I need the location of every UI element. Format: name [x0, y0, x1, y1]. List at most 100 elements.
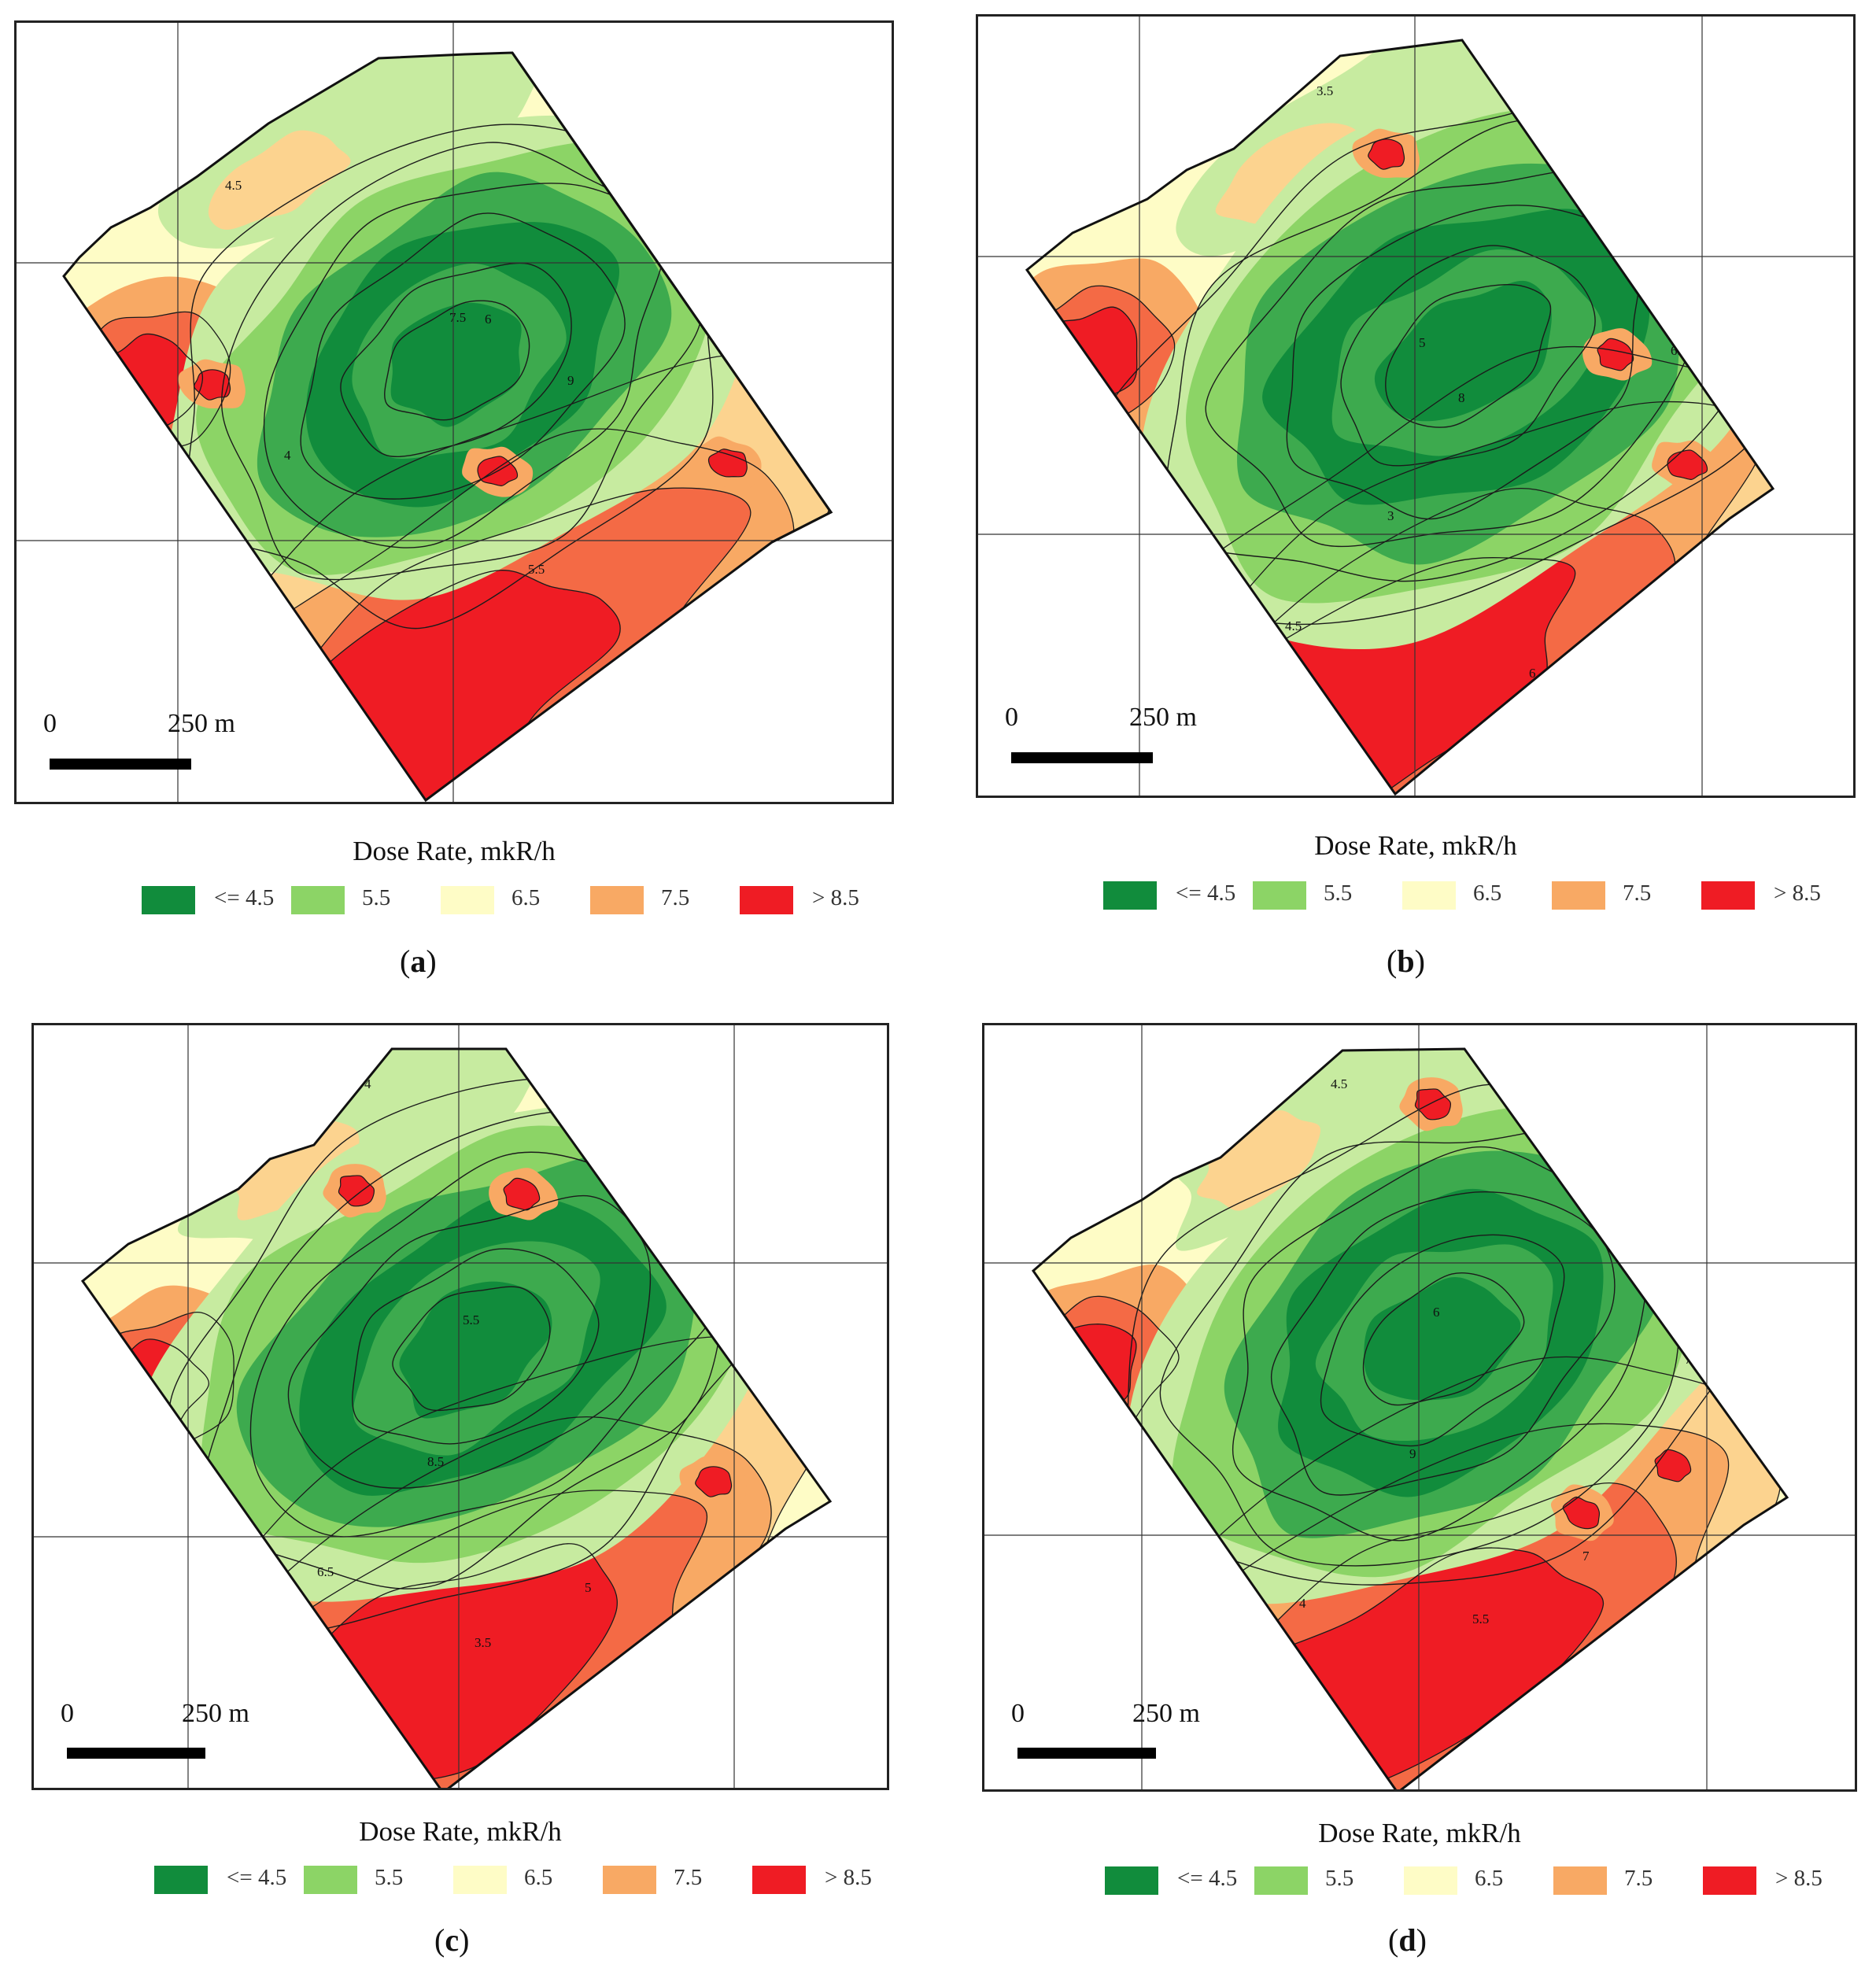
legend-label: 6.5: [524, 1865, 553, 1890]
contour-line: [1654, 1449, 1692, 1482]
contour-line: [503, 1177, 541, 1211]
legend-swatch: [304, 1866, 357, 1894]
legend-swatch: [291, 886, 345, 914]
contour-value-label: 5.5: [463, 1313, 479, 1327]
legend-swatch: [1703, 1866, 1756, 1895]
map-frame-c: 4 5.5 7 8.5 3.5 5 6.5 0 250 m: [31, 1023, 889, 1790]
contour-value-label: 6: [485, 312, 492, 327]
contour-value-label: 5: [585, 1580, 592, 1595]
green-zone-ring: [1374, 280, 1552, 422]
legend-swatch: [1402, 881, 1456, 910]
contour-value-label: 6: [1433, 1305, 1440, 1320]
contour-line: [338, 1175, 375, 1207]
legend-swatch: [752, 1866, 806, 1894]
contour-line: [1232, 1146, 1649, 1541]
green-zone-ring: [1364, 1276, 1521, 1401]
hot-spot-core: [1667, 449, 1708, 480]
scale-distance-b: 250 m: [1129, 703, 1197, 732]
contour-line: [340, 262, 572, 458]
legend-label: 7.5: [1623, 881, 1652, 906]
scale-bar-a: [50, 759, 191, 770]
contour-line: [1033, 1324, 1137, 1437]
contour-line: [194, 369, 231, 401]
green-zone-ring: [390, 302, 522, 427]
contour-value-label: 7: [742, 1344, 749, 1359]
legend-label: > 8.5: [1775, 1866, 1822, 1891]
legend-swatch: [453, 1866, 507, 1894]
scale-distance-d: 250 m: [1132, 1699, 1200, 1728]
contour-value-label: 4.5: [225, 178, 242, 193]
contour-value-label: 3.5: [475, 1635, 491, 1650]
contour-line: [1033, 1295, 1180, 1452]
contour-line: [1414, 1088, 1452, 1121]
legend-swatch: [1701, 881, 1755, 910]
contour-value-label: 4: [1299, 1596, 1306, 1611]
legend-label: <= 4.5: [1177, 1866, 1238, 1891]
legend-b: <= 4.5 5.5 6.5 7.5 > 8.5: [1103, 881, 1821, 913]
contour-line: [300, 212, 626, 500]
contour-line: [352, 1248, 600, 1445]
contour-line: [1368, 138, 1405, 170]
legend-label: <= 4.5: [214, 885, 275, 910]
scale-zero-c: 0: [61, 1699, 74, 1728]
dose-rate-map-c: 4 5.5 7 8.5 3.5 5 6.5: [34, 1025, 887, 1788]
contour-line: [477, 456, 519, 486]
contour-value-label: 4: [284, 448, 291, 463]
hot-spot-core: [708, 449, 748, 477]
panel-label-c: (c): [434, 1922, 470, 1958]
legend-label: 6.5: [1473, 881, 1502, 906]
north-light-orange: [208, 130, 351, 230]
scale-distance-a: 250 m: [168, 709, 235, 738]
contour-value-label: 8: [1458, 390, 1465, 405]
map-frame-a: 3 4.5 6 7.5 9 4 5.5 0 250 m: [14, 20, 894, 804]
map-frame-d: 4.5 6 7.5 9 4 5.5 7 0 250 m: [982, 1023, 1857, 1792]
site-boundary: [80, 1047, 833, 1788]
legend-a: <= 4.5 5.5 6.5 7.5 > 8.5: [142, 885, 859, 918]
contour-line: [1270, 1191, 1616, 1496]
contour-value-label: 7.5: [449, 310, 466, 325]
survey-extent-line: [511, 52, 833, 544]
scale-distance-c: 250 m: [182, 1699, 249, 1728]
contour-value-label: 9: [567, 373, 574, 388]
legend-swatch: [441, 886, 494, 914]
legend-swatch: [740, 886, 793, 914]
hot-spot-core: [338, 1175, 375, 1206]
legend-d: <= 4.5 5.5 6.5 7.5 > 8.5: [1105, 1866, 1822, 1898]
legend-label: 5.5: [1325, 1866, 1354, 1891]
contour-line: [1562, 1496, 1601, 1530]
contour-value-label: 4.5: [1331, 1076, 1347, 1091]
contour-line: [243, 570, 621, 800]
contour-value-label: 3.5: [1317, 83, 1333, 98]
legend-label: <= 4.5: [227, 1865, 287, 1890]
hot-spot-core: [504, 1178, 540, 1210]
hot-spot-core: [1368, 138, 1405, 170]
site-boundary: [1025, 39, 1775, 796]
contour-fill-group: 4 5.5 7 8.5 3.5 5 6.5: [83, 1049, 830, 1788]
legend-title-b: Dose Rate, mkR/h: [1314, 830, 1517, 861]
legend-label: 5.5: [1324, 881, 1353, 906]
contour-line: [1159, 1124, 1693, 1567]
contour-value-label: 4.5: [1285, 618, 1302, 633]
legend-label: > 8.5: [812, 885, 859, 910]
contour-line: [695, 1466, 733, 1497]
hot-spot-core: [1563, 1497, 1600, 1529]
contour-line: [1597, 338, 1634, 371]
legend-label: > 8.5: [825, 1865, 872, 1890]
contour-line: [1205, 168, 1701, 548]
hot-spot-core: [194, 369, 231, 401]
contour-value-label: 6.5: [317, 1564, 334, 1579]
scale-bar-c: [67, 1748, 205, 1759]
contour-line: [1027, 285, 1176, 430]
map-frame-b: 3.5 5 6.5 8 3 4.5 6 0 250 m: [976, 14, 1856, 798]
contour-line: [220, 142, 703, 581]
contour-value-label: 5: [1419, 335, 1426, 350]
legend-label: 7.5: [674, 1865, 703, 1890]
legend-label: 6.5: [511, 885, 541, 910]
contour-line: [249, 1151, 721, 1538]
legend-label: <= 4.5: [1176, 881, 1236, 906]
contour-line: [1667, 449, 1708, 480]
